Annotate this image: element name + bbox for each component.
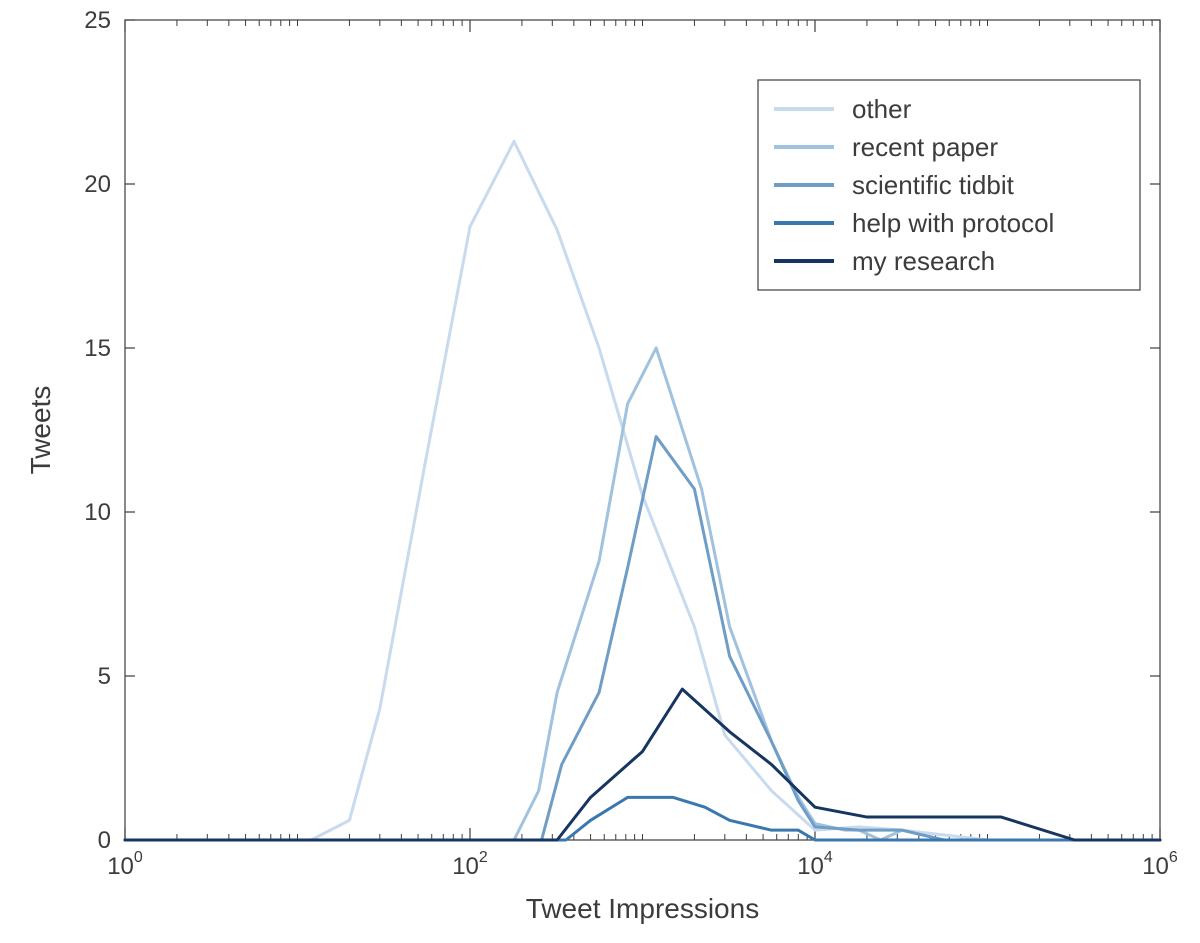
- legend-label-recent-paper: recent paper: [852, 132, 998, 162]
- legend-label-other: other: [852, 94, 912, 124]
- svg-text:15: 15: [84, 335, 111, 362]
- legend: other recent paper scientific tidbit help w…: [758, 80, 1140, 290]
- legend-label-scientific-tidbit: scientific tidbit: [852, 170, 1015, 200]
- svg-text:5: 5: [98, 663, 111, 690]
- legend-label-help-with-protocol: help with protocol: [852, 208, 1054, 238]
- svg-text:25: 25: [84, 7, 111, 34]
- svg-text:0: 0: [98, 827, 111, 854]
- y-axis-label: Tweets: [25, 386, 56, 475]
- x-axis-label: Tweet Impressions: [526, 893, 759, 924]
- svg-text:20: 20: [84, 171, 111, 198]
- line-chart: 0510152025100102104106TweetsTweet Impres…: [0, 0, 1200, 943]
- legend-label-my-research: my research: [852, 246, 995, 276]
- svg-text:10: 10: [84, 499, 111, 526]
